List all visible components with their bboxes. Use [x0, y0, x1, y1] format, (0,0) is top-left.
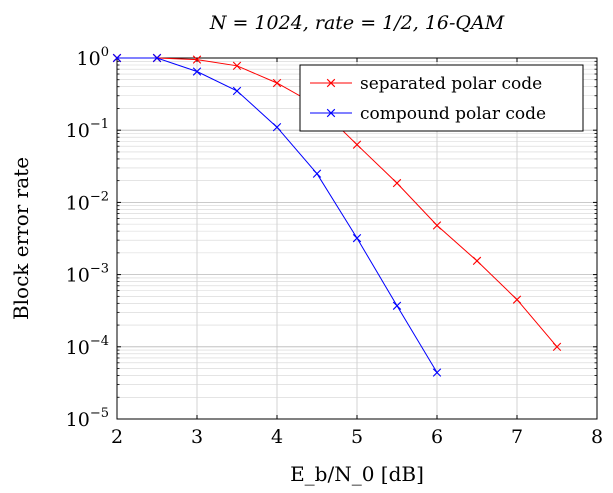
- data-point: [192, 67, 202, 76]
- x-tick-label: 4: [271, 426, 283, 448]
- y-tick-label-exponent: −1: [90, 117, 109, 132]
- marker-stroke: [152, 53, 162, 63]
- legend-box: [299, 64, 584, 132]
- data-point: [392, 178, 402, 188]
- y-tick-label-exponent: −5: [90, 406, 109, 421]
- marker-stroke: [112, 53, 122, 63]
- data-point: [352, 140, 362, 149]
- y-tick-label: 10−2: [66, 189, 109, 214]
- y-tick-label-base: 10: [66, 337, 90, 359]
- data-point: [232, 61, 242, 70]
- legend: separated polar code compound polar code: [299, 64, 584, 132]
- legend-swatch-marker: [326, 78, 336, 88]
- data-point: [432, 221, 442, 230]
- marker-stroke: [272, 78, 282, 88]
- data-point: [352, 233, 362, 243]
- y-tick-label-base: 10: [77, 48, 101, 70]
- marker-stroke: [472, 256, 482, 266]
- y-tick-label-exponent: −4: [90, 334, 109, 349]
- series-compound: [112, 53, 442, 377]
- data-point: [232, 86, 242, 96]
- marker-stroke: [192, 67, 202, 76]
- x-tick-label: 3: [191, 426, 203, 448]
- legend-swatch-marker: [326, 108, 336, 118]
- y-axis-label: Block error rate: [9, 157, 33, 320]
- marker-stroke: [352, 140, 362, 149]
- y-tick-label-exponent: −2: [90, 189, 109, 204]
- series-layer: [112, 53, 562, 377]
- marker-stroke: [432, 221, 442, 230]
- data-point: [432, 368, 442, 377]
- y-tick-label: 10−4: [66, 334, 109, 359]
- data-point: [272, 123, 282, 132]
- data-point: [552, 342, 562, 351]
- marker-stroke: [312, 169, 322, 178]
- marker-stroke: [432, 368, 442, 377]
- legend-label: compound polar code: [360, 104, 546, 124]
- x-tick-label: 7: [511, 426, 523, 448]
- data-point: [472, 256, 482, 266]
- y-tick-label: 10−1: [66, 117, 109, 142]
- legend-item: separated polar code: [310, 74, 542, 94]
- marker-stroke: [392, 178, 402, 188]
- x-axis-label: E_b/N_0 [dB]: [290, 462, 424, 486]
- data-point: [312, 169, 322, 178]
- marker-stroke: [232, 61, 242, 70]
- marker-stroke: [552, 342, 562, 351]
- y-tick-label: 100: [77, 45, 109, 70]
- data-point: [512, 295, 522, 304]
- marker-stroke: [272, 123, 282, 132]
- marker-stroke: [512, 295, 522, 304]
- y-tick-label: 10−5: [66, 406, 109, 431]
- x-tick-label: 6: [431, 426, 443, 448]
- data-point: [272, 78, 282, 88]
- y-tick-label: 10−3: [66, 262, 109, 287]
- data-point: [152, 53, 162, 63]
- data-point: [392, 301, 402, 310]
- y-tick-label-base: 10: [66, 409, 90, 431]
- chart-title: N = 1024, rate = 1/2, 16-QAM: [209, 12, 505, 34]
- y-tick-label-base: 10: [66, 265, 90, 287]
- x-tick-label: 5: [351, 426, 363, 448]
- marker-stroke: [192, 55, 202, 64]
- data-point: [192, 55, 202, 64]
- x-tick-label: 8: [591, 426, 603, 448]
- x-tick-label: 2: [111, 426, 123, 448]
- y-tick-label-base: 10: [66, 120, 90, 142]
- data-point: [112, 53, 122, 63]
- y-tick-label-exponent: 0: [101, 45, 109, 60]
- legend-item: compound polar code: [310, 104, 546, 124]
- legend-label: separated polar code: [360, 74, 542, 94]
- marker-stroke: [352, 233, 362, 243]
- y-tick-label-exponent: −3: [90, 262, 109, 277]
- marker-stroke: [392, 301, 402, 310]
- marker-stroke: [232, 86, 242, 96]
- y-tick-label-base: 10: [66, 192, 90, 214]
